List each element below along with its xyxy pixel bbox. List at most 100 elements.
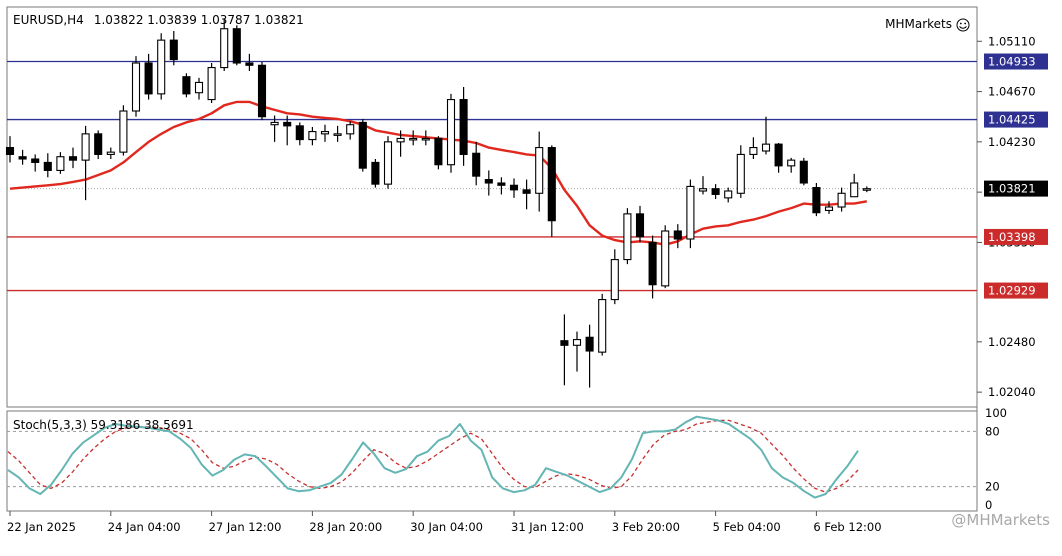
candle: [497, 177, 506, 195]
candle: [182, 73, 191, 98]
candle-body-bear: [635, 213, 645, 238]
level-tag-resistance: [984, 111, 1048, 128]
candle-body-bull: [220, 28, 229, 69]
candle-body-bear: [522, 189, 531, 194]
candle: [598, 293, 607, 356]
candle: [245, 53, 254, 71]
candle-body-bull: [320, 131, 330, 135]
candle: [724, 187, 733, 203]
time-tick-label: 31 Jan 12:00: [511, 520, 584, 534]
candle: [661, 225, 670, 289]
candle-body-bear: [144, 62, 153, 95]
candle-body-bull: [598, 299, 607, 353]
ohlc-values: 1.03822 1.03839 1.03787 1.03821: [94, 13, 304, 27]
candle-body-bull: [837, 192, 846, 208]
candle: [862, 186, 871, 193]
price-tick-label: 1.05110: [988, 34, 1036, 48]
levels-layer: [7, 60, 977, 292]
candle: [31, 154, 40, 172]
candle-body-bull: [308, 131, 317, 141]
candle: [585, 324, 594, 388]
chart-header: EURUSD,H4 1.03822 1.03839 1.03787 1.03821: [13, 13, 304, 27]
candle: [5, 136, 15, 163]
candle-body-bear: [182, 76, 191, 95]
candle: [484, 170, 493, 196]
candle-body-bull: [106, 151, 115, 155]
candle-body-bear: [31, 158, 40, 163]
candle: [94, 130, 103, 159]
candle-body-bull: [119, 110, 128, 153]
candle-body-bear: [585, 336, 594, 352]
candle-body-bear: [509, 184, 519, 191]
candle: [157, 33, 166, 100]
price-tick-label: 1.04670: [988, 85, 1036, 99]
candle: [207, 63, 216, 103]
stoch-tick-label: 80: [985, 424, 1000, 438]
candle: [850, 173, 859, 198]
watermark: @MHMarkets: [951, 511, 1050, 529]
candle: [547, 145, 556, 237]
candle-body-bear: [497, 182, 506, 186]
current-price-label: 1.03821: [988, 182, 1036, 196]
candle: [81, 125, 90, 201]
candle-body-bull: [131, 62, 141, 112]
candle: [509, 178, 519, 198]
time-tick-label: 24 Jan 04:00: [108, 520, 181, 534]
candle: [572, 331, 582, 372]
candle-body-bull: [194, 81, 204, 94]
time-tick-label: 6 Feb 12:00: [813, 520, 881, 534]
candle-body-bull: [396, 137, 405, 143]
candle-body-bull: [81, 133, 90, 161]
candle-body-bull: [862, 188, 871, 191]
candle-body-bear: [799, 160, 808, 184]
candle-body-bull: [572, 339, 582, 346]
level-tag-label: 1.02929: [988, 284, 1036, 298]
candle-body-bull: [761, 143, 771, 152]
candle: [270, 115, 279, 142]
candle: [43, 153, 52, 178]
candle: [194, 77, 204, 100]
candle: [837, 187, 846, 212]
candle-body-bear: [43, 161, 52, 171]
candle: [648, 235, 657, 299]
candle-body-bear: [5, 147, 15, 155]
candle: [774, 143, 783, 173]
level-tag-label: 1.04425: [988, 113, 1036, 127]
candle: [560, 314, 569, 386]
candle: [371, 159, 380, 188]
candle-body-bull: [207, 67, 216, 101]
time-tick-label: 3 Feb 20:00: [612, 520, 680, 534]
candle: [749, 137, 758, 159]
level-tag-support: [984, 282, 1048, 299]
smiley-icon: [956, 18, 970, 32]
candle-body-bull: [157, 39, 166, 95]
candle-body-bull: [333, 133, 342, 136]
candle: [257, 61, 267, 121]
candle-body-bull: [535, 147, 544, 194]
candle-body-bull: [383, 141, 393, 185]
time-tick-label: 22 Jan 2025: [7, 520, 76, 534]
candle-body-bull: [56, 156, 65, 171]
candle-body-bull: [787, 159, 796, 167]
candle-body-bear: [94, 133, 103, 155]
candle-body-bull: [661, 230, 670, 287]
candle-body-bull: [270, 121, 279, 126]
stoch-tick-label: 20: [985, 480, 1000, 494]
candle: [824, 201, 834, 214]
price-axis: 1.051101.046701.042301.037901.033501.024…: [977, 34, 1048, 399]
current-price-tag: [984, 180, 1048, 197]
candle-body-bear: [648, 241, 657, 286]
candle: [623, 208, 632, 265]
candle: [446, 93, 456, 173]
candle-body-bear: [812, 187, 821, 214]
candle: [18, 149, 27, 165]
candle: [434, 136, 443, 170]
time-tick-label: 30 Jan 04:00: [410, 520, 483, 534]
candle: [358, 119, 367, 172]
candle-body-bear: [295, 125, 304, 141]
candle: [283, 115, 292, 146]
candle: [144, 53, 153, 100]
candle: [812, 183, 821, 217]
candle: [522, 179, 531, 210]
